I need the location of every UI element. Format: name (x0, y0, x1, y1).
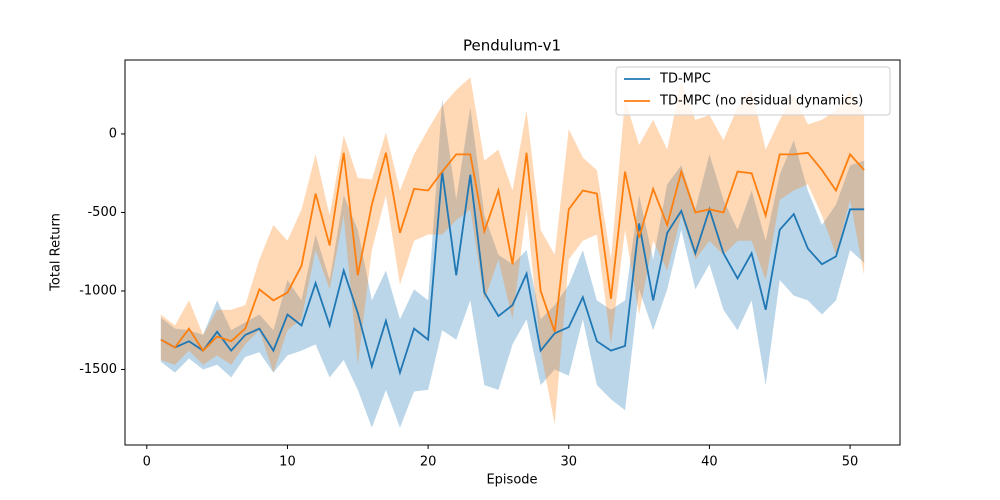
x-tick-label: 50 (842, 455, 859, 470)
x-tick-label: 20 (420, 455, 437, 470)
line (160, 171, 865, 376)
legend-label: TD-MPC (no residual dynamics) (659, 94, 863, 109)
legend: TD-MPC TD-MPC (no residual dynamics) (615, 66, 891, 116)
x-tick-label: 30 (560, 455, 577, 470)
x-tick-label: 40 (701, 455, 718, 470)
legend-label: TD-MPC (659, 72, 711, 87)
y-tick-label: -500 (87, 205, 117, 220)
y-tick-label: 0 (109, 126, 117, 141)
x-tick-label: 10 (279, 455, 296, 470)
confidence-band (160, 77, 865, 425)
y-axis-label: Total Return (49, 213, 64, 292)
chart-title: Pendulum-v1 (463, 37, 561, 55)
legend-box (615, 66, 891, 116)
y-tick-label: -1000 (79, 283, 117, 298)
y-tick-label: -1500 (79, 362, 117, 377)
confidence-band (160, 99, 865, 428)
line (160, 151, 865, 353)
x-tick-label: 0 (143, 455, 151, 470)
plot-frame (124, 59, 901, 446)
x-axis-label: Episode (486, 473, 537, 488)
